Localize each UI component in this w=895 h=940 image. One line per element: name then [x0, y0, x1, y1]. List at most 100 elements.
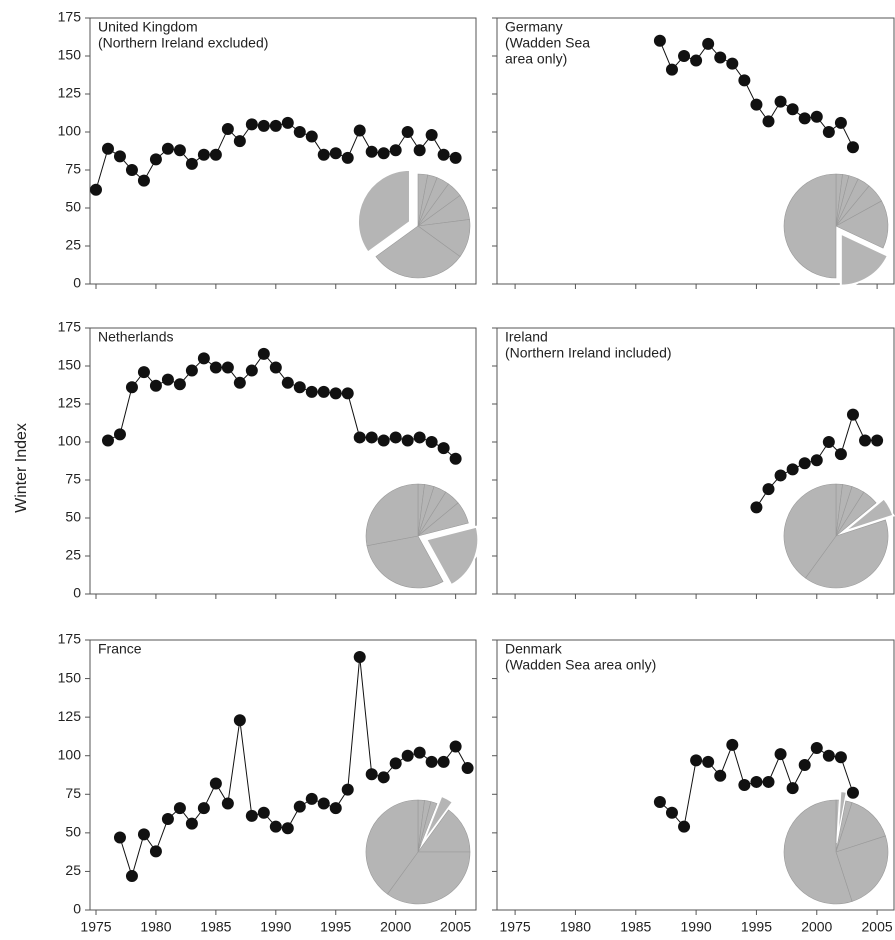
data-point	[461, 762, 474, 775]
data-point	[137, 174, 150, 187]
pie-slice	[783, 799, 853, 905]
data-point	[738, 779, 751, 792]
data-point	[305, 385, 318, 398]
pie-slice	[365, 483, 419, 547]
data-point	[305, 792, 318, 805]
data-point	[798, 758, 811, 771]
pie-slice	[357, 168, 411, 254]
pie-slice	[375, 225, 461, 279]
data-point	[846, 786, 859, 799]
data-point	[834, 751, 847, 764]
data-point	[798, 457, 811, 470]
panel-title: France	[98, 641, 142, 657]
data-point	[197, 352, 210, 365]
data-point	[774, 95, 787, 108]
data-point	[678, 820, 691, 833]
y-tick-label: 50	[65, 824, 81, 840]
data-point	[810, 110, 823, 123]
data-point	[161, 812, 174, 825]
pie-slice	[835, 835, 889, 902]
data-point	[389, 144, 402, 157]
y-tick-label: 50	[65, 509, 81, 525]
data-point	[714, 769, 727, 782]
pie-slice	[417, 809, 471, 853]
data-point	[437, 755, 450, 768]
data-point	[425, 755, 438, 768]
panel-title: Denmark	[505, 641, 563, 657]
data-point	[665, 63, 678, 76]
data-point	[425, 436, 438, 448]
data-point	[653, 796, 666, 808]
y-tick-label: 175	[58, 631, 82, 647]
data-point	[281, 822, 294, 835]
data-point	[209, 148, 222, 161]
data-point	[859, 434, 872, 447]
data-point	[197, 148, 210, 161]
data-point	[125, 870, 138, 883]
data-point	[317, 148, 330, 161]
data-point	[221, 797, 234, 810]
data-point	[293, 381, 306, 394]
y-tick-label: 175	[58, 9, 82, 25]
y-tick-label: 150	[58, 357, 82, 373]
data-point	[774, 469, 787, 482]
data-point	[822, 126, 835, 138]
pie-slice	[783, 173, 837, 279]
data-point	[317, 797, 330, 810]
data-point	[245, 118, 258, 131]
data-point	[233, 376, 246, 389]
panel-title: (Wadden Sea area only)	[505, 657, 656, 673]
data-point	[137, 366, 150, 379]
data-point	[329, 147, 342, 160]
data-point	[437, 148, 450, 161]
pie-slice	[365, 799, 419, 895]
data-point	[846, 141, 859, 154]
data-point	[257, 806, 270, 819]
data-point	[871, 434, 884, 447]
panel-frame	[89, 327, 477, 595]
data-point	[413, 746, 426, 759]
pie-slice	[387, 851, 471, 905]
panel-title: Germany	[505, 19, 563, 35]
data-point	[653, 34, 666, 47]
data-point	[197, 802, 210, 815]
data-point	[269, 361, 282, 374]
y-tick-label: 100	[58, 123, 82, 139]
pie-slice	[417, 502, 469, 537]
data-point	[113, 831, 126, 844]
data-point	[389, 757, 402, 770]
data-point	[690, 754, 703, 767]
data-point	[101, 142, 114, 155]
data-point	[161, 142, 174, 155]
data-point	[750, 98, 763, 111]
data-point	[786, 463, 799, 476]
pie-slice	[421, 794, 455, 845]
data-point	[702, 37, 715, 50]
data-point	[113, 428, 126, 441]
y-tick-label: 25	[65, 862, 81, 878]
data-point	[690, 54, 703, 67]
data-point	[389, 431, 402, 444]
data-point	[377, 771, 390, 784]
y-tick-label: 100	[58, 746, 82, 762]
data-point	[665, 806, 678, 819]
panel-title: Netherlands	[98, 329, 174, 345]
data-point	[281, 116, 294, 129]
data-point	[329, 387, 342, 400]
x-tick-label: 1980	[140, 919, 171, 935]
data-point	[281, 376, 294, 389]
pie-slice	[843, 497, 895, 533]
y-tick-label: 0	[73, 275, 81, 291]
data-point	[702, 755, 715, 768]
pie-slice	[835, 491, 877, 537]
y-tick-label: 125	[58, 708, 82, 724]
pie-slice	[835, 200, 889, 249]
data-point	[437, 442, 450, 455]
y-tick-label: 25	[65, 547, 81, 563]
data-point	[113, 150, 126, 163]
data-point	[846, 408, 859, 421]
data-point	[185, 364, 198, 377]
x-tick-label: 1975	[500, 919, 531, 935]
y-tick-label: 0	[73, 585, 81, 601]
data-point	[353, 124, 366, 137]
